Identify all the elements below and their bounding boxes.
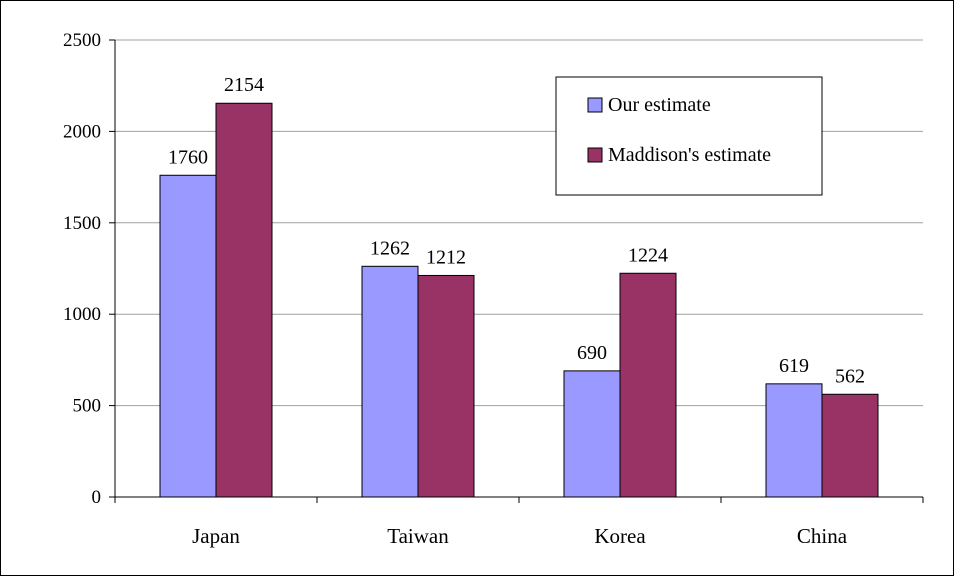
legend-swatch-2 bbox=[587, 147, 603, 163]
x-tick-label-china: China bbox=[797, 524, 848, 548]
x-tick-label-taiwan: Taiwan bbox=[387, 524, 449, 548]
bar-japan-series-1 bbox=[159, 174, 217, 498]
data-label-japan-series-1: 1760 bbox=[168, 146, 208, 168]
data-label-korea-series-2: 1224 bbox=[628, 244, 668, 266]
y-tick-label-500: 500 bbox=[73, 396, 102, 417]
data-label-china-series-1: 619 bbox=[779, 355, 809, 377]
data-label-china-series-2: 562 bbox=[835, 365, 865, 387]
legend: Our estimate Maddison's estimate bbox=[555, 76, 823, 196]
legend-swatch-1 bbox=[587, 97, 603, 113]
x-tick-label-japan: Japan bbox=[192, 524, 240, 548]
legend-box bbox=[555, 76, 823, 196]
data-labels: 1760 2154 1262 1212 690 1224 619 562 bbox=[168, 74, 865, 387]
bars bbox=[159, 102, 879, 498]
legend-label-2: Maddison's estimate bbox=[608, 144, 771, 166]
bar-taiwan-series-2 bbox=[417, 274, 475, 498]
bar-china-series-1 bbox=[765, 383, 823, 498]
bar-china-series-2 bbox=[821, 393, 879, 498]
data-label-taiwan-series-1: 1262 bbox=[370, 237, 410, 259]
y-tick-label-0: 0 bbox=[92, 487, 102, 508]
x-axis-ticks: Japan Taiwan Korea China bbox=[114, 497, 924, 548]
legend-label-1: Our estimate bbox=[608, 94, 711, 116]
data-label-taiwan-series-2: 1212 bbox=[426, 246, 466, 268]
bar-korea-series-1 bbox=[563, 370, 621, 498]
bar-japan-series-2 bbox=[215, 102, 273, 498]
bar-taiwan-series-1 bbox=[361, 265, 419, 498]
y-axis-ticks: 0 500 1000 1500 2000 2500 bbox=[63, 30, 115, 508]
y-tick-label-1500: 1500 bbox=[63, 213, 101, 234]
x-tick-label-korea: Korea bbox=[594, 524, 646, 548]
bar-korea-series-2 bbox=[619, 272, 677, 498]
y-tick-label-2500: 2500 bbox=[63, 30, 101, 51]
y-tick-label-1000: 1000 bbox=[63, 304, 101, 325]
data-label-japan-series-2: 2154 bbox=[224, 74, 264, 96]
y-tick-label-2000: 2000 bbox=[63, 121, 101, 142]
data-label-korea-series-1: 690 bbox=[577, 342, 607, 364]
